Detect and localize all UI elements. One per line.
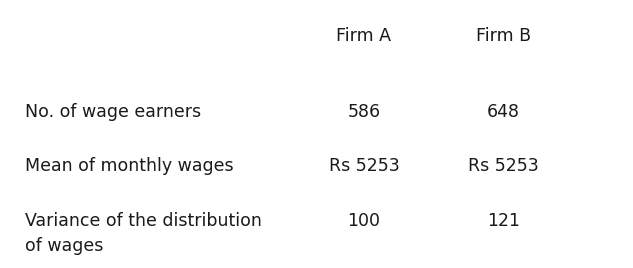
Text: Variance of the distribution
of wages: Variance of the distribution of wages xyxy=(25,212,262,255)
Text: No. of wage earners: No. of wage earners xyxy=(25,103,201,121)
Text: Firm A: Firm A xyxy=(337,27,391,45)
Text: 586: 586 xyxy=(348,103,380,121)
Text: Rs 5253: Rs 5253 xyxy=(329,157,399,175)
Text: Mean of monthly wages: Mean of monthly wages xyxy=(25,157,234,175)
Text: Firm B: Firm B xyxy=(475,27,531,45)
Text: 648: 648 xyxy=(487,103,520,121)
Text: Rs 5253: Rs 5253 xyxy=(468,157,539,175)
Text: 121: 121 xyxy=(487,212,520,230)
Text: 100: 100 xyxy=(348,212,380,230)
